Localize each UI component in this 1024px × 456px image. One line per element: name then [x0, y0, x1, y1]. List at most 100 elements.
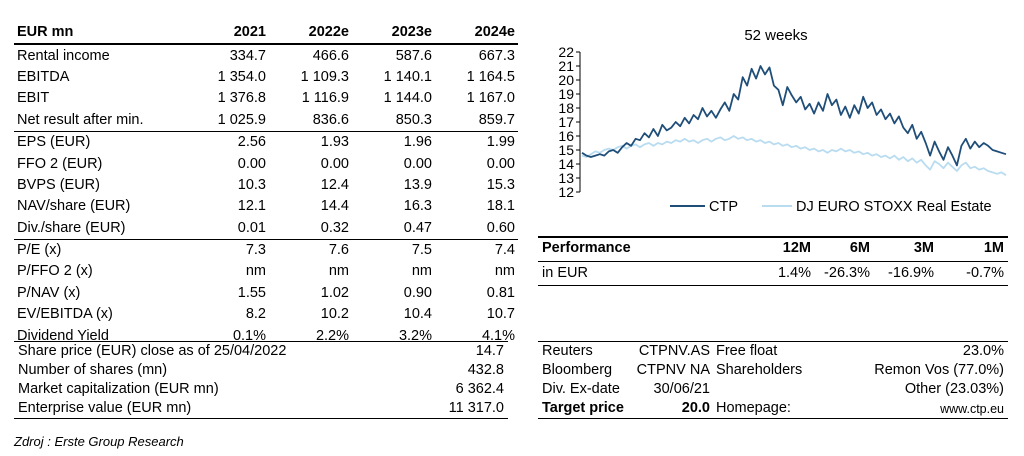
y-tick-label: 20	[558, 72, 574, 88]
performance-value: 1.4%	[777, 265, 811, 281]
table-cell: 587.6	[395, 47, 432, 64]
row-label: EV/EBITDA (x)	[17, 306, 113, 323]
free-float-value: 23.0%	[962, 343, 1004, 359]
table-cell: 13.9	[403, 176, 432, 193]
table-cell: 1.93	[269, 130, 352, 154]
performance-period: 6M	[849, 240, 870, 256]
exdate-label: Div. Ex-date	[542, 381, 620, 397]
divider	[538, 285, 1008, 286]
table-cell: 7.5	[352, 238, 435, 262]
table-cell: 0.00	[320, 155, 349, 172]
performance-row-label: in EUR	[542, 265, 588, 281]
table-cell: 1 109.3	[300, 68, 349, 85]
table-header-cell: 2021	[233, 24, 266, 41]
divider	[14, 341, 508, 342]
source-note: Zdroj : Erste Group Research	[14, 434, 184, 449]
performance-period: 12M	[782, 240, 811, 256]
table-cell: 850.3	[395, 111, 432, 128]
table-cell: 859.7	[478, 111, 515, 128]
row-label: Dividend Yield	[17, 327, 109, 344]
table-row: BVPS (EUR) 10.3 12.4 13.9 15.3	[14, 175, 518, 196]
shareholders-label: Shareholders	[716, 362, 803, 378]
row-label: EPS (EUR)	[14, 130, 186, 154]
table-header-row: EUR mn 2021 2022e 2023e 2024e	[14, 22, 518, 45]
share-info-label: Share price (EUR) close as of 25/04/2022	[18, 343, 287, 359]
table-row: FFO 2 (EUR) 0.00 0.00 0.00 0.00	[14, 153, 518, 174]
performance-value: -0.7%	[966, 265, 1004, 281]
divider	[538, 236, 1008, 238]
table-cell: 667.3	[478, 47, 515, 64]
table-cell: 0.81	[486, 284, 515, 301]
table-header-cell: EUR mn	[17, 24, 74, 41]
table-row: Dividend Yield 0.1% 2.2% 3.2% 4.1%	[14, 325, 518, 346]
bloomberg-value: CTPNV NA	[636, 362, 710, 378]
bloomberg-label: Bloomberg	[542, 362, 613, 378]
row-label: NAV/share (EUR)	[17, 198, 131, 215]
table-row: EPS (EUR) 2.56 1.93 1.96 1.99	[14, 130, 518, 154]
series-line	[581, 135, 1007, 176]
table-cell: 836.6	[312, 111, 349, 128]
share-info-value: 432.8	[467, 362, 504, 378]
shareholders-value: Other (23.03%)	[904, 381, 1004, 397]
table-cell: 18.1	[486, 198, 515, 215]
table-cell: 0.1%	[232, 327, 266, 344]
table-cell: nm	[245, 263, 266, 280]
table-cell: 1 167.0	[466, 90, 515, 107]
share-info-value: 14.7	[475, 343, 504, 359]
reuters-label: Reuters	[542, 343, 593, 359]
table-cell: 10.2	[320, 306, 349, 323]
share-info-value: 11 317.0	[448, 400, 504, 416]
legend-label: DJ EURO STOXX Real Estate	[796, 199, 992, 215]
table-cell: 12.1	[237, 198, 266, 215]
table-cell: 1.02	[320, 284, 349, 301]
table-row: EV/EBITDA (x) 8.2 10.2 10.4 10.7	[14, 304, 518, 325]
homepage-link[interactable]: www.ctp.eu	[940, 402, 1004, 416]
table-cell: 7.4	[435, 238, 518, 262]
free-float-label: Free float	[716, 343, 778, 359]
table-header-cell: 2024e	[474, 24, 515, 41]
target-price-label: Target price	[542, 400, 624, 416]
y-tick-label: 12	[558, 184, 574, 200]
y-tick-label: 14	[558, 156, 574, 172]
row-label: P/FFO 2 (x)	[17, 263, 93, 280]
y-tick-label: 15	[558, 142, 574, 158]
row-label: FFO 2 (EUR)	[17, 155, 103, 172]
table-cell: 1 164.5	[466, 68, 515, 85]
financials-table: EUR mn 2021 2022e 2023e 2024e Rental inc…	[14, 22, 518, 347]
table-cell: 1 376.8	[217, 90, 266, 107]
performance-period: 3M	[913, 240, 934, 256]
performance-period: 1M	[983, 240, 1004, 256]
divider	[538, 418, 1008, 419]
table-row: Rental income 334.7 466.6 587.6 667.3	[14, 44, 518, 66]
table-cell: 1 144.0	[383, 90, 432, 107]
table-cell: 10.7	[486, 306, 515, 323]
table-cell: 1 116.9	[301, 90, 349, 107]
share-info-value: 6 362.4	[455, 381, 504, 397]
table-cell: 466.6	[312, 47, 349, 64]
share-info-label: Enterprise value (EUR mn)	[18, 400, 192, 416]
row-label: Div./share (EUR)	[17, 219, 126, 236]
table-cell: 8.2	[245, 306, 266, 323]
table-cell: 0.00	[403, 155, 432, 172]
homepage-label: Homepage:	[716, 400, 791, 416]
table-cell: 10.4	[403, 306, 432, 323]
table-cell: 15.3	[486, 176, 515, 193]
table-cell: 1 354.0	[217, 68, 266, 85]
table-header-cell: 2022e	[308, 24, 349, 41]
table-cell: 2.56	[186, 130, 269, 154]
y-tick-label: 17	[558, 114, 574, 130]
table-cell: 0.32	[320, 219, 349, 236]
y-tick-label: 19	[558, 86, 574, 102]
share-info-label: Market capitalization (EUR mn)	[18, 381, 219, 397]
row-label: P/NAV (x)	[17, 284, 81, 301]
table-cell: 0.90	[403, 284, 432, 301]
table-cell: 12.4	[320, 176, 349, 193]
divider	[538, 341, 1008, 342]
row-label: Net result after min.	[17, 111, 144, 128]
table-cell: 0.01	[237, 219, 266, 236]
table-row: EBIT 1 376.8 1 116.9 1 144.0 1 167.0	[14, 88, 518, 109]
row-label: Rental income	[17, 47, 110, 64]
table-cell: 7.6	[269, 238, 352, 262]
table-row: Div./share (EUR) 0.01 0.32 0.47 0.60	[14, 218, 518, 240]
